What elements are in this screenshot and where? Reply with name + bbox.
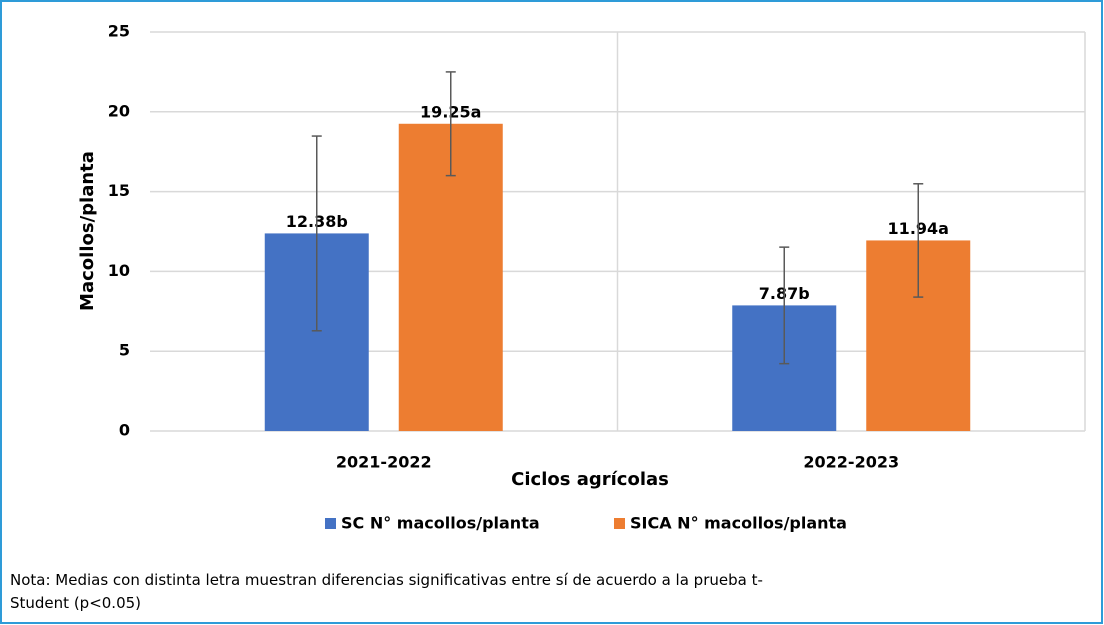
y-tick-label: 20 bbox=[108, 101, 130, 120]
y-tick-label: 15 bbox=[108, 181, 130, 200]
y-tick-label: 5 bbox=[119, 341, 130, 360]
y-tick-label: 10 bbox=[108, 261, 130, 280]
legend-swatch bbox=[614, 518, 625, 529]
x-tick-label: 2021-2022 bbox=[336, 453, 432, 472]
note-line: Nota: Medias con distinta letra muestran… bbox=[10, 571, 763, 589]
note: Nota: Medias con distinta letra muestran… bbox=[10, 569, 763, 615]
x-axis-title: Ciclos agrícolas bbox=[511, 469, 669, 490]
legend-swatch bbox=[325, 518, 336, 529]
legend-label: SICA N° macollos/planta bbox=[630, 514, 847, 533]
legend-label: SC N° macollos/planta bbox=[341, 514, 540, 533]
y-axis-title: Macollos/planta bbox=[77, 151, 98, 311]
x-tick-label: 2022-2023 bbox=[803, 453, 899, 472]
y-tick-label: 25 bbox=[108, 22, 130, 41]
y-tick-label: 0 bbox=[119, 421, 130, 440]
note-line: Student (p<0.05) bbox=[10, 594, 142, 612]
